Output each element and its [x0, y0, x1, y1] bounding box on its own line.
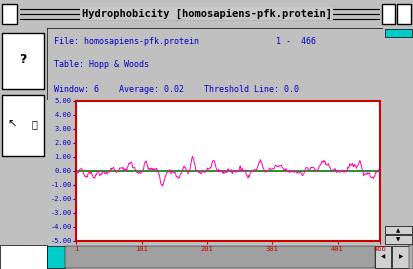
Bar	[47, 246, 65, 268]
Bar	[375, 246, 391, 268]
Bar	[382, 4, 395, 24]
Text: ▶: ▶	[399, 254, 403, 259]
Bar	[397, 4, 411, 24]
Text: ⛶: ⛶	[31, 120, 37, 130]
Bar	[65, 246, 375, 268]
Bar	[2, 95, 44, 156]
Bar	[385, 29, 411, 37]
Text: Hydrophobicity [homosapiens-pfk.protein]: Hydrophobicity [homosapiens-pfk.protein]	[81, 8, 332, 19]
Bar	[2, 4, 17, 24]
Bar	[409, 245, 413, 269]
Text: ▲: ▲	[396, 228, 400, 233]
Text: ↖: ↖	[7, 120, 17, 130]
Text: ▼: ▼	[396, 237, 400, 242]
Bar	[385, 235, 411, 244]
Text: Window: 6    Average: 0.02    Threshold Line: 0.0: Window: 6 Average: 0.02 Threshold Line: …	[54, 85, 299, 94]
Text: Table: Hopp & Woods: Table: Hopp & Woods	[54, 60, 149, 69]
Text: ?: ?	[19, 53, 27, 66]
Text: File: homosapiens-pfk.protein: File: homosapiens-pfk.protein	[54, 37, 199, 46]
Text: 1 -  466: 1 - 466	[276, 37, 316, 46]
Bar	[2, 33, 44, 89]
Text: ◀: ◀	[381, 254, 385, 259]
Bar	[385, 226, 411, 234]
Bar	[0, 245, 47, 269]
Bar	[392, 246, 409, 268]
